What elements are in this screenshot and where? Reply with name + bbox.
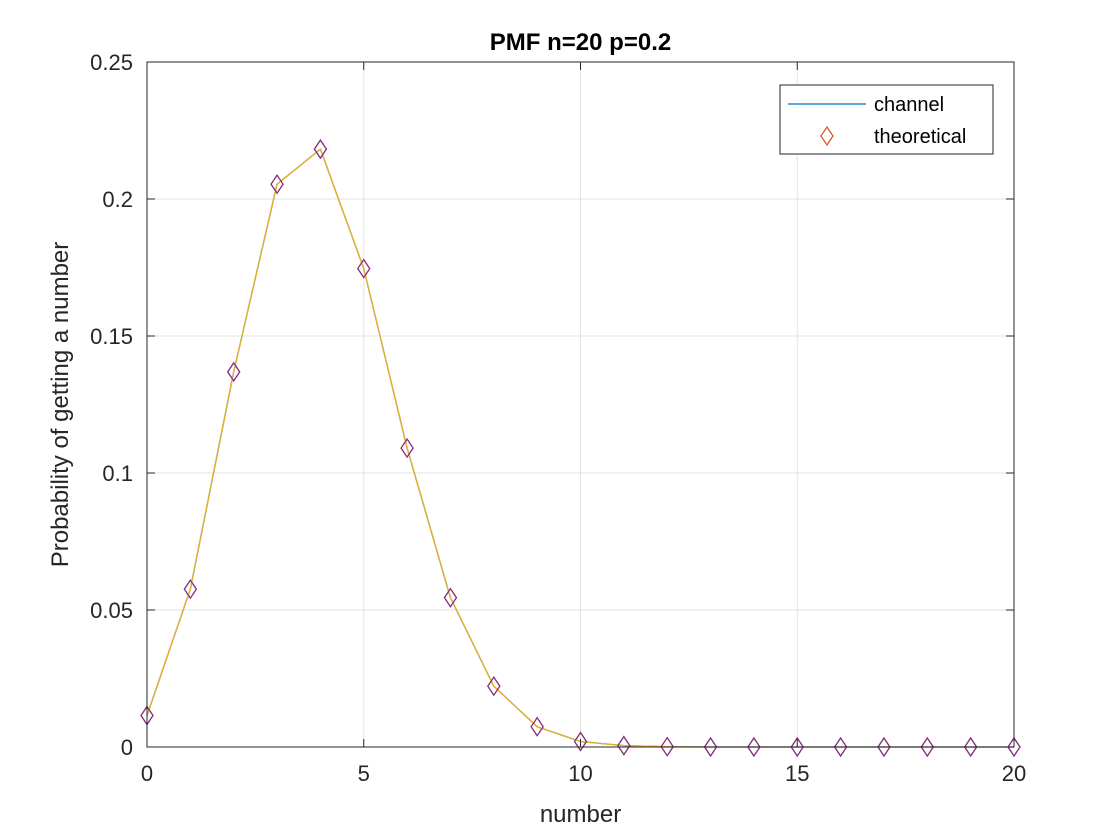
- series-3-marker: [1007, 736, 1021, 758]
- y-tick-label: 0.25: [90, 50, 133, 75]
- x-tick-label: 15: [785, 761, 809, 786]
- y-tick-label: 0.1: [102, 461, 133, 486]
- legend: channel theoretical: [779, 84, 994, 155]
- y-tick-label: 0.15: [90, 324, 133, 349]
- legend-box: [779, 84, 994, 155]
- x-tick-label: 5: [358, 761, 370, 786]
- series-3-marker: [270, 174, 284, 195]
- grid: [147, 62, 1014, 747]
- legend-theoretical-swatch: [820, 125, 834, 147]
- legend-theoretical-label: theoretical: [874, 126, 966, 148]
- series-3-marker: [877, 736, 891, 758]
- series-3-marker: [703, 736, 718, 758]
- series-3-marker: [357, 258, 371, 279]
- x-tick-label: 10: [568, 761, 592, 786]
- legend-channel-label: channel: [874, 94, 944, 116]
- series-3-marker: [617, 735, 631, 756]
- y-tick-label: 0: [121, 735, 133, 760]
- ticks: 0 5 10 15 20 0 0.05 0.1 0.15 0.2 0.25: [90, 50, 1026, 786]
- series-3-marker: [443, 587, 458, 608]
- series-3-marker: [573, 731, 588, 752]
- series-3-marker: [747, 736, 761, 758]
- series-3-marker: [400, 437, 414, 459]
- series-3-marker: [963, 736, 978, 758]
- series-3-marker: [833, 736, 848, 758]
- series-3-marker: [790, 736, 804, 758]
- series-3-marker: [226, 361, 241, 382]
- series-3-marker: [183, 579, 198, 600]
- y-tick-label: 0.05: [90, 598, 133, 623]
- series-3-marker: [530, 716, 544, 737]
- y-axis-label: Probability of getting a number: [47, 242, 74, 568]
- series-3-marker: [920, 736, 935, 758]
- x-tick-label: 0: [141, 761, 153, 786]
- x-tick-label: 20: [1002, 761, 1026, 786]
- y-tick-label: 0.2: [102, 187, 133, 212]
- series-3-marker: [313, 139, 328, 160]
- x-axis-label: number: [540, 801, 621, 828]
- series-3-marker: [660, 736, 674, 757]
- series-3-marker: [487, 676, 501, 697]
- chart-title: PMF n=20 p=0.2: [490, 29, 671, 56]
